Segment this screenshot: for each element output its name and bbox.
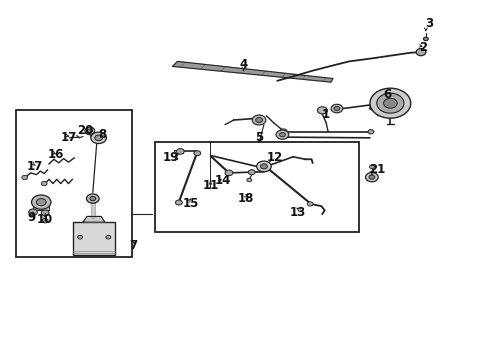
Bar <box>73 222 115 255</box>
Circle shape <box>22 175 28 180</box>
Circle shape <box>176 149 184 154</box>
Text: 18: 18 <box>237 192 253 205</box>
Text: 14: 14 <box>214 174 230 186</box>
Circle shape <box>90 197 96 201</box>
Circle shape <box>330 104 342 113</box>
Text: 20: 20 <box>77 124 93 137</box>
Text: 6: 6 <box>383 88 391 101</box>
Circle shape <box>365 172 377 182</box>
Circle shape <box>376 93 403 113</box>
Circle shape <box>194 151 201 156</box>
Text: 7: 7 <box>129 239 138 252</box>
Circle shape <box>175 200 182 205</box>
Text: 19: 19 <box>162 151 179 165</box>
Text: 11: 11 <box>202 179 218 192</box>
Circle shape <box>248 170 255 175</box>
Circle shape <box>31 195 51 209</box>
Circle shape <box>256 161 271 172</box>
Circle shape <box>106 235 111 239</box>
Bar <box>16 111 131 257</box>
Text: 15: 15 <box>183 197 199 210</box>
Text: 8: 8 <box>98 128 106 141</box>
Circle shape <box>95 135 102 141</box>
Circle shape <box>306 202 312 206</box>
Circle shape <box>42 219 48 223</box>
Text: 10: 10 <box>37 213 53 226</box>
Circle shape <box>423 37 427 41</box>
Bar <box>154 143 358 232</box>
Circle shape <box>279 129 287 135</box>
Circle shape <box>276 130 288 139</box>
Text: 2: 2 <box>419 41 427 54</box>
Text: 16: 16 <box>47 148 64 161</box>
Circle shape <box>41 210 49 216</box>
Circle shape <box>369 88 410 118</box>
Text: 12: 12 <box>266 151 282 165</box>
Circle shape <box>317 107 326 114</box>
Circle shape <box>368 175 374 179</box>
Text: 3: 3 <box>425 17 432 30</box>
Circle shape <box>78 235 82 239</box>
Circle shape <box>36 199 46 206</box>
Text: 17: 17 <box>26 160 42 173</box>
Circle shape <box>86 194 99 203</box>
Polygon shape <box>83 216 105 222</box>
Circle shape <box>87 129 92 132</box>
Text: 21: 21 <box>368 163 384 176</box>
Circle shape <box>252 115 265 125</box>
Circle shape <box>279 132 285 137</box>
Circle shape <box>415 49 425 56</box>
Circle shape <box>91 132 106 144</box>
Circle shape <box>369 165 373 168</box>
Text: 5: 5 <box>254 131 263 144</box>
Circle shape <box>85 127 95 134</box>
Text: 1: 1 <box>322 108 329 121</box>
Text: 9: 9 <box>27 211 36 224</box>
Circle shape <box>29 209 37 215</box>
Text: 13: 13 <box>289 206 305 219</box>
Circle shape <box>255 117 262 122</box>
Circle shape <box>333 107 339 111</box>
Text: 4: 4 <box>239 58 247 72</box>
Bar <box>33 203 49 210</box>
Circle shape <box>260 164 267 169</box>
Circle shape <box>246 178 251 182</box>
Circle shape <box>41 181 47 186</box>
Text: 17: 17 <box>60 131 77 144</box>
Circle shape <box>383 98 396 108</box>
Bar <box>174 150 183 153</box>
Circle shape <box>367 130 373 134</box>
Polygon shape <box>172 62 332 82</box>
Circle shape <box>224 170 232 176</box>
